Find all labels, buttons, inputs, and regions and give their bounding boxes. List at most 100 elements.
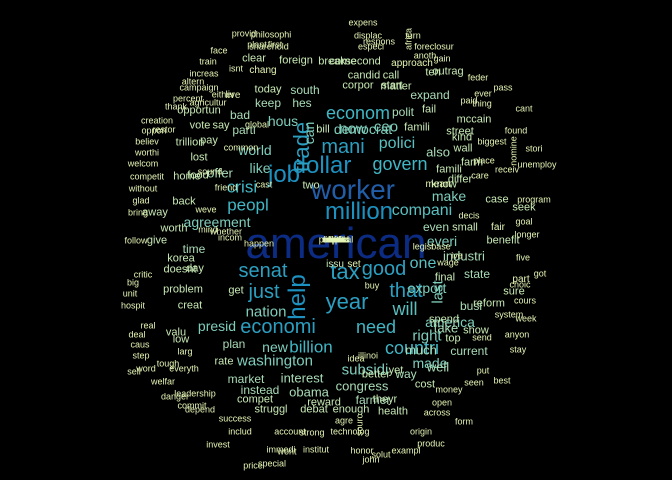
- cloud-word: africa: [403, 27, 414, 51]
- cloud-word: job: [267, 161, 301, 188]
- cloud-word: say: [212, 119, 230, 132]
- cloud-word: pass: [493, 82, 513, 93]
- cloud-word: week: [515, 313, 537, 324]
- cloud-word: provid: [231, 28, 257, 39]
- cloud-word: vet: [329, 234, 343, 245]
- cloud-word: immedi: [266, 444, 296, 455]
- cloud-word: base: [431, 241, 451, 252]
- cloud-word: hes: [292, 96, 312, 110]
- cloud-word: today: [254, 83, 282, 96]
- cloud-word: anoth: [413, 50, 437, 61]
- cloud-word: happen: [243, 238, 275, 249]
- cloud-word: account: [274, 426, 306, 437]
- cloud-word: john: [362, 454, 380, 465]
- cloud-word: commit: [177, 400, 207, 411]
- cloud-word: either: [211, 89, 235, 100]
- cloud-word: system: [494, 309, 524, 320]
- cloud-word: program: [517, 194, 551, 205]
- cloud-word: bring: [127, 207, 149, 218]
- cloud-word: billion: [289, 337, 333, 357]
- cloud-word: theyr: [372, 393, 398, 406]
- cloud-word: reform: [473, 297, 505, 310]
- cloud-word: made: [412, 355, 448, 371]
- cloud-word: export: [407, 280, 447, 296]
- cloud-word: mccain: [456, 113, 492, 126]
- cloud-word: now: [339, 120, 367, 138]
- cloud-word: first: [267, 39, 283, 50]
- cloud-word: respons: [362, 36, 396, 47]
- cloud-word: famili: [404, 121, 430, 134]
- cloud-word: welcom: [127, 158, 159, 169]
- cloud-word: that: [389, 280, 423, 302]
- cloud-word: give: [146, 234, 168, 247]
- cloud-word: financi: [322, 234, 350, 245]
- cloud-word: come: [329, 55, 357, 68]
- cloud-word: polit: [391, 105, 415, 119]
- cloud-word: vote: [189, 119, 211, 132]
- cloud-word: choic: [509, 279, 531, 290]
- cloud-word: compani: [391, 202, 453, 219]
- cloud-word: stay: [509, 344, 527, 355]
- cloud-word: expand: [410, 88, 450, 102]
- cloud-word: washington: [237, 352, 313, 370]
- cloud-word: small: [452, 221, 478, 234]
- cloud-word: foreign: [279, 54, 313, 67]
- cloud-word: new: [262, 339, 288, 355]
- cloud-word: matter: [380, 80, 412, 93]
- cloud-word: call: [382, 69, 400, 82]
- cloud-word: stori: [525, 143, 543, 154]
- cloud-word: anyon: [504, 329, 530, 340]
- cloud-word: move: [324, 234, 348, 245]
- cloud-word: creation: [140, 115, 174, 126]
- cloud-word: america: [425, 314, 475, 330]
- cloud-word: incom: [217, 232, 243, 243]
- cloud-word: lost: [190, 151, 208, 164]
- cloud-word: approach: [391, 58, 433, 69]
- cloud-word: econom: [325, 103, 391, 123]
- cloud-word: technolog: [330, 426, 370, 437]
- cloud-word: presid: [197, 318, 237, 334]
- cloud-word: problem: [163, 283, 203, 296]
- cloud-word: solut: [371, 449, 391, 460]
- cloud-word: step: [132, 350, 150, 361]
- cloud-word: sure: [503, 285, 525, 298]
- cloud-word: seek: [512, 201, 536, 214]
- cloud-word: invest: [206, 439, 230, 450]
- cloud-word: well: [426, 359, 450, 375]
- cloud-word: nomine: [508, 136, 519, 166]
- cloud-word: bad: [229, 108, 251, 122]
- cloud-word: reward: [307, 396, 341, 409]
- cloud-word: common: [223, 142, 259, 153]
- cloud-word: institut: [302, 444, 330, 455]
- cloud-word: especi: [357, 41, 385, 52]
- cloud-word: thank: [164, 101, 188, 112]
- cloud-word: spend: [429, 313, 459, 326]
- cloud-word: candid: [347, 69, 381, 82]
- cloud-word: state: [463, 267, 491, 281]
- cloud-word: big: [126, 277, 140, 288]
- cloud-word: farm: [461, 156, 483, 169]
- cloud-word: caus: [130, 339, 150, 350]
- cloud-word: critic: [133, 269, 153, 280]
- cloud-word: instead: [240, 383, 280, 397]
- cloud-word: deal: [128, 329, 146, 340]
- cloud-word: case: [485, 193, 509, 206]
- cloud-word: train: [199, 56, 217, 67]
- cloud-word: part: [512, 274, 530, 285]
- cloud-word: ask: [328, 234, 344, 245]
- cloud-word: expect: [322, 234, 350, 245]
- cloud-word: korea: [167, 252, 195, 265]
- cloud-word: tough: [156, 358, 180, 369]
- cloud-word: just: [248, 281, 280, 303]
- cloud-word: special: [257, 458, 287, 469]
- cloud-word: put: [476, 365, 490, 376]
- cloud-word: agricultur: [189, 97, 227, 108]
- cloud-word: illinoi: [357, 350, 379, 361]
- cloud-word: restor: [152, 124, 176, 135]
- cloud-word: right: [412, 327, 442, 345]
- cloud-word: face: [210, 45, 228, 56]
- cloud-word: like: [249, 160, 271, 176]
- cloud-word: market: [227, 372, 265, 386]
- cloud-word: exampl: [391, 445, 421, 456]
- cloud-word: less: [327, 234, 345, 245]
